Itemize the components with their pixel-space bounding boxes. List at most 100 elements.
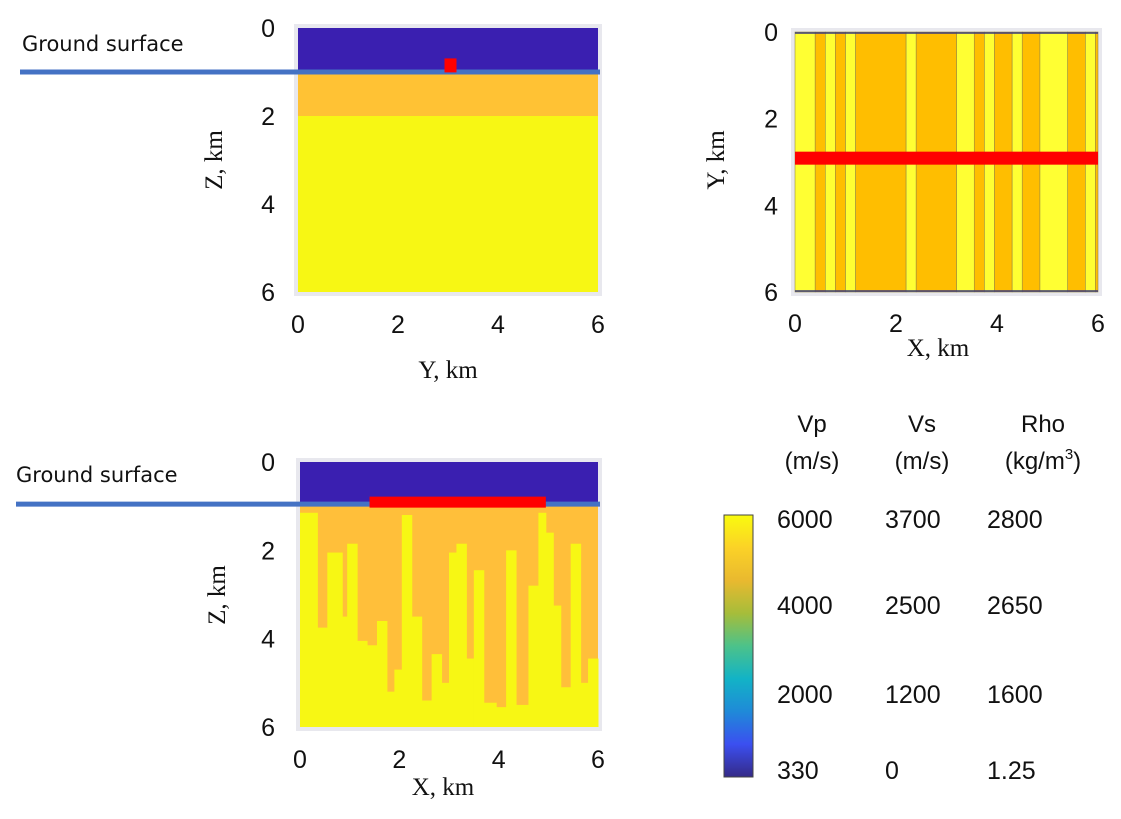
legend-headers: Vp (m/s) Vs (m/s) Rho (kg/m3) — [785, 411, 1082, 475]
bedrock-column — [483, 702, 497, 727]
bedrock-column — [394, 669, 403, 727]
y-tick-label: 6 — [764, 279, 778, 307]
legend-header-unit: (m/s) — [895, 448, 950, 475]
legend-values: 6000 4000 2000 330 3700 2500 1200 0 2800 2650 1600… — [777, 506, 1043, 785]
legend-value: 2650 — [987, 592, 1043, 620]
y-axis-label: Y, km — [703, 130, 730, 190]
x-tick-label: 6 — [591, 746, 605, 774]
y-tick-labels: 0 2 4 6 — [261, 15, 275, 307]
x-tick-label: 6 — [1091, 310, 1105, 338]
bedrock-column — [580, 682, 589, 727]
x-tick-label: 2 — [392, 746, 406, 774]
bedrock-column — [456, 543, 467, 727]
legend-header-unit: (kg/m3) — [1005, 446, 1081, 475]
y-axis-label: Z, km — [204, 565, 231, 625]
bedrock-column — [342, 616, 348, 727]
bedrock-column — [327, 552, 343, 727]
bedrock-column — [560, 687, 572, 727]
y-tick-label: 2 — [764, 106, 778, 134]
y-tick-labels: 0 2 4 6 — [261, 449, 275, 742]
legend-header-name: Rho — [1021, 411, 1065, 438]
y-axis-label: Z, km — [201, 130, 228, 190]
legend-header-name: Vp — [797, 411, 826, 438]
bedrock-column — [545, 532, 554, 727]
bedrock-column — [528, 585, 539, 727]
bedrock-column — [401, 515, 413, 727]
panel-xz-section: Ground surface 0 2 4 6 0 2 4 6 X, km Z, km — [16, 449, 605, 801]
y-tick-label: 6 — [261, 714, 275, 742]
bedrock-column — [570, 543, 582, 727]
y-tick-labels: 0 2 4 6 — [764, 19, 778, 307]
layer-sediment — [298, 72, 598, 116]
y-tick-label: 2 — [261, 537, 275, 565]
bedrock-column — [376, 621, 388, 727]
bedrock-columns — [300, 512, 599, 727]
y-tick-label: 4 — [261, 626, 275, 654]
y-tick-label: 4 — [261, 191, 275, 219]
legend-value: 1600 — [987, 681, 1043, 709]
legend-value: 0 — [885, 757, 899, 785]
legend-value: 1200 — [885, 681, 941, 709]
bedrock-column — [506, 550, 517, 727]
colorbar — [723, 514, 754, 778]
bedrock-column — [347, 543, 358, 727]
colorbar-legend: Vp (m/s) Vs (m/s) Rho (kg/m3) 6000 4000 2000 330… — [723, 411, 1082, 785]
legend-value: 6000 — [777, 506, 833, 534]
bedrock-column — [367, 645, 378, 727]
bedrock-column — [466, 658, 475, 727]
legend-header-unit: (m/s) — [785, 448, 840, 475]
ground-surface-label: Ground surface — [22, 32, 184, 56]
bedrock-column — [300, 512, 318, 727]
legend-value: 2500 — [885, 592, 941, 620]
bedrock-column — [421, 700, 433, 727]
x-tick-label: 4 — [990, 310, 1004, 338]
bedrock-column — [496, 707, 507, 727]
legend-value: 1.25 — [987, 757, 1036, 785]
y-tick-label: 4 — [764, 192, 778, 220]
bedrock-column — [386, 691, 395, 727]
bedrock-column — [317, 627, 328, 727]
legend-value: 3700 — [885, 506, 941, 534]
x-axis-label: X, km — [412, 774, 475, 801]
y-tick-label: 2 — [261, 103, 275, 131]
bedrock-column — [588, 658, 599, 727]
x-tick-label: 0 — [788, 310, 802, 338]
panel-xy-plan: 0 2 4 6 0 2 4 6 X, km Y, km — [703, 19, 1105, 362]
x-tick-label: 6 — [591, 311, 605, 339]
bedrock-column — [431, 654, 443, 727]
x-axis-label: X, km — [907, 335, 970, 362]
legend-header-name: Vs — [908, 411, 936, 438]
bedrock-column — [411, 616, 423, 727]
x-tick-label: 2 — [391, 311, 405, 339]
profile-line — [795, 151, 1098, 165]
bedrock-column — [441, 682, 450, 727]
y-tick-label: 6 — [261, 279, 275, 307]
unit-text: (kg/m — [1005, 448, 1065, 475]
x-axis-label: Y, km — [418, 357, 478, 384]
legend-value: 4000 — [777, 592, 833, 620]
layer-bedrock — [298, 116, 598, 292]
unit-superscript: 3 — [1065, 446, 1073, 463]
x-tick-labels: 0 2 4 6 — [291, 311, 605, 339]
x-tick-label: 4 — [492, 746, 506, 774]
bedrock-column — [538, 512, 547, 727]
bedrock-column — [357, 640, 368, 727]
ground-surface-label: Ground surface — [16, 463, 178, 487]
receiver-line — [369, 496, 546, 508]
x-tick-label: 2 — [889, 310, 903, 338]
layer-group — [298, 28, 598, 292]
x-tick-label: 0 — [291, 311, 305, 339]
source-marker — [444, 58, 457, 73]
y-tick-label: 0 — [764, 19, 778, 47]
y-tick-label: 0 — [261, 449, 275, 477]
x-tick-label: 4 — [491, 311, 505, 339]
x-tick-label: 0 — [293, 746, 307, 774]
bedrock-column — [553, 605, 562, 727]
bedrock-column — [516, 704, 529, 727]
legend-value: 2000 — [777, 681, 833, 709]
bedrock-column — [473, 570, 485, 727]
bedrock-column — [449, 552, 457, 727]
x-tick-labels: 0 2 4 6 — [788, 310, 1105, 338]
legend-value: 2800 — [987, 506, 1043, 534]
